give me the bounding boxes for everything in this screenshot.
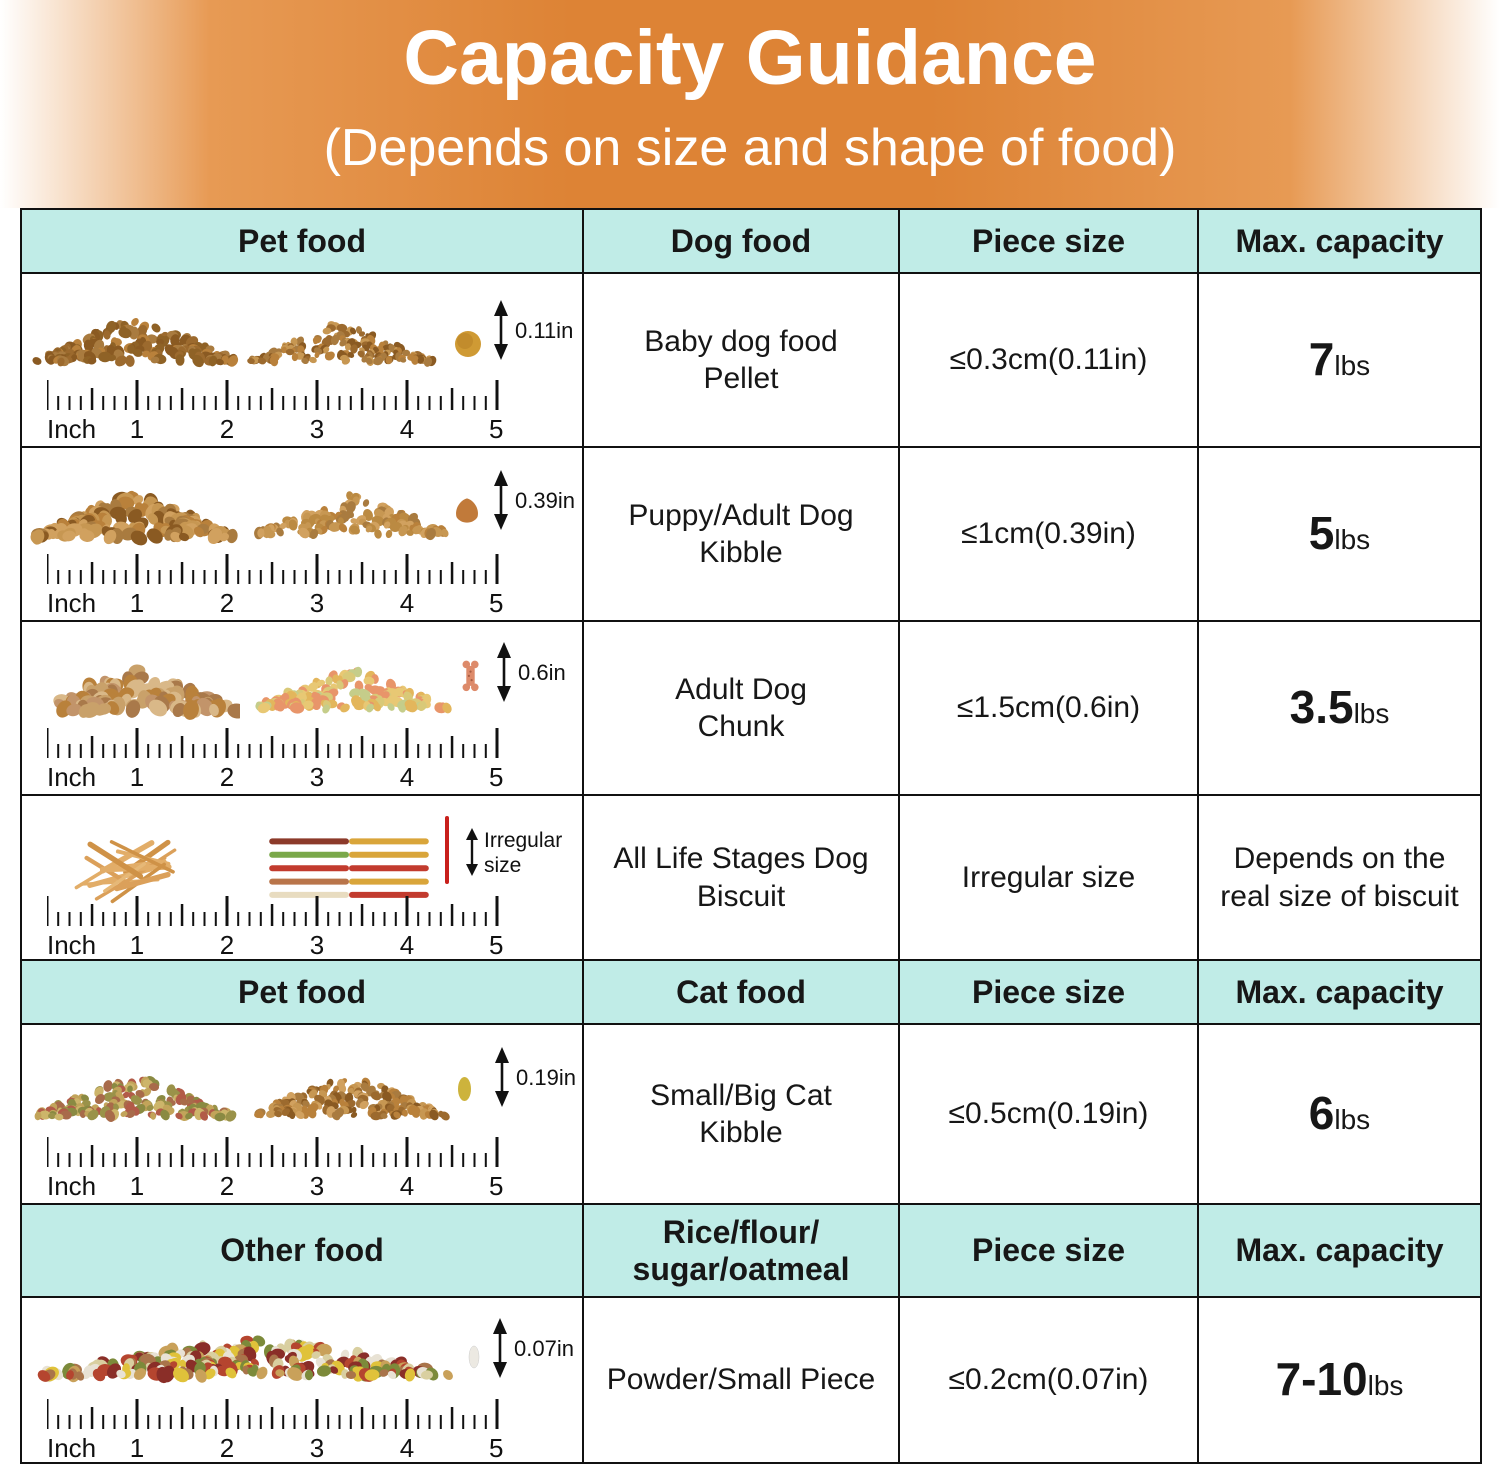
svg-text:Inch: Inch [47,588,96,614]
svg-text:5: 5 [489,414,503,440]
svg-text:1: 1 [130,588,144,614]
svg-text:0.6in: 0.6in [518,660,566,685]
svg-text:2: 2 [220,930,234,956]
svg-text:0.19in: 0.19in [516,1065,576,1090]
svg-text:0.11in: 0.11in [515,318,573,343]
svg-text:4: 4 [400,930,414,956]
svg-text:5: 5 [489,1433,503,1459]
svg-text:size: size [484,854,521,877]
svg-text:2: 2 [220,1171,234,1197]
svg-text:2: 2 [220,762,234,788]
svg-text:1: 1 [130,1171,144,1197]
svg-text:5: 5 [489,930,503,956]
svg-text:4: 4 [400,1171,414,1197]
svg-text:1: 1 [130,1433,144,1459]
svg-text:1: 1 [130,762,144,788]
svg-text:3: 3 [310,414,324,440]
svg-text:0.07in: 0.07in [514,1336,574,1361]
svg-text:5: 5 [489,762,503,788]
svg-text:2: 2 [220,588,234,614]
svg-text:3: 3 [310,588,324,614]
svg-text:4: 4 [400,1433,414,1459]
svg-text:Inch: Inch [47,762,96,788]
svg-text:Inch: Inch [47,414,96,440]
svg-text:Inch: Inch [47,1171,96,1197]
svg-text:4: 4 [400,762,414,788]
svg-text:5: 5 [489,1171,503,1197]
svg-text:1: 1 [130,414,144,440]
svg-text:4: 4 [400,588,414,614]
svg-text:0.39in: 0.39in [515,488,575,513]
svg-text:2: 2 [220,414,234,440]
svg-text:3: 3 [310,1433,324,1459]
svg-text:2: 2 [220,1433,234,1459]
svg-text:3: 3 [310,762,324,788]
svg-text:1: 1 [130,930,144,956]
svg-text:3: 3 [310,930,324,956]
svg-text:Inch: Inch [47,930,96,956]
svg-text:5: 5 [489,588,503,614]
svg-text:Inch: Inch [47,1433,96,1459]
svg-text:4: 4 [400,414,414,440]
svg-text:3: 3 [310,1171,324,1197]
svg-text:Irregular: Irregular [484,829,562,852]
